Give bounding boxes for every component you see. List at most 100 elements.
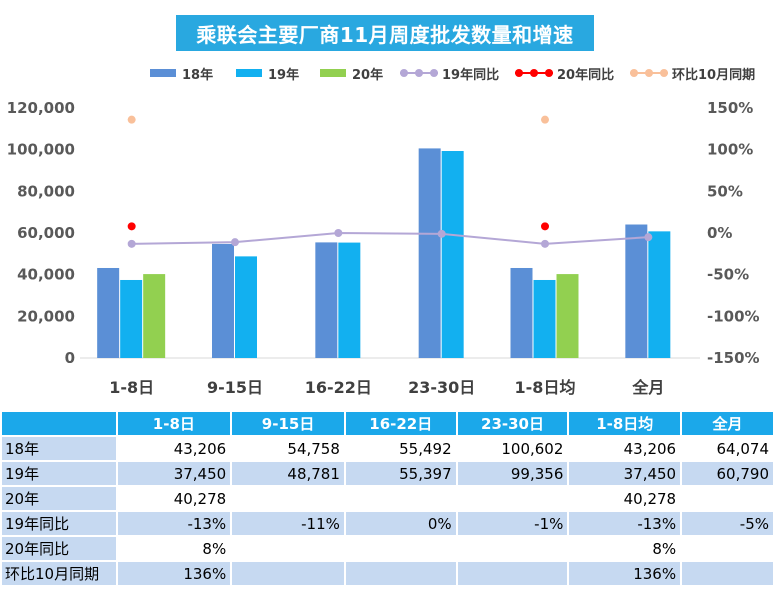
x-tick-label: 16-22日: [305, 378, 372, 397]
table-cell: [343, 535, 458, 562]
table-cell: 0%: [343, 510, 458, 537]
table-row-label: 19年同比: [0, 510, 118, 537]
table-cell: 64,074: [680, 435, 775, 462]
table-cell: [343, 485, 458, 512]
table-cell: -11%: [230, 510, 346, 537]
legend-item: 20年: [320, 62, 383, 84]
line-point: [644, 233, 653, 242]
legend-swatch: [320, 69, 346, 77]
legend-item: 19年同比: [400, 62, 499, 84]
table-cell: 55,492: [343, 435, 458, 462]
y-right-tick-label: 100%: [707, 141, 753, 159]
table-cell: 40,278: [115, 485, 233, 512]
y-left-tick-label: 80,000: [17, 182, 75, 200]
table-cell: [680, 535, 775, 562]
table-cell: 99,356: [455, 460, 570, 487]
bar: [235, 256, 257, 358]
table-cell: -13%: [115, 510, 233, 537]
table-cell: 55,397: [343, 460, 458, 487]
table-header-cell: 9-15日: [230, 410, 346, 437]
y-right-tick-label: -50%: [707, 266, 749, 284]
y-right-tick-label: 150%: [707, 99, 753, 117]
chart-area: 0 20,000 40,000 60,000 80,000 100,000 120,000 -…: [0, 15, 775, 397]
legend-swatch: [236, 69, 262, 77]
table-row: 18年 43,206 54,758 55,492 100,602 43,206 …: [0, 435, 775, 462]
table-cell: -13%: [567, 510, 683, 537]
x-tick-label: 全月: [631, 378, 664, 397]
table-cell: [455, 560, 570, 587]
table-row: 19年 37,450 48,781 55,397 99,356 37,450 6…: [0, 460, 775, 487]
bar: [510, 267, 533, 358]
table-cell: [455, 485, 570, 512]
legend-swatch: [150, 69, 176, 77]
y-right-tick-label: -100%: [707, 307, 760, 325]
table-header-cell: 全月: [680, 410, 775, 437]
x-tick-label: 23-30日: [408, 378, 475, 397]
line-point: [334, 229, 343, 237]
scatter-point: [127, 115, 136, 124]
legend-item: 环比10月同期: [630, 62, 755, 84]
table-corner-cell: [0, 410, 118, 437]
y-right-tick-label: 50%: [707, 182, 743, 200]
table-cell: 8%: [115, 535, 233, 562]
legend-item: 20年同比: [515, 62, 614, 84]
bar: [120, 279, 143, 358]
bar: [212, 243, 234, 358]
table-cell: 136%: [115, 560, 233, 587]
table-row: 20年 40,278 40,278: [0, 485, 775, 512]
table-cell: -1%: [455, 510, 570, 537]
table-cell: [680, 485, 775, 512]
table-row-label: 19年: [0, 460, 118, 487]
x-tick-label: 9-15日: [207, 378, 263, 397]
bar: [441, 151, 464, 358]
table-cell: [455, 535, 570, 562]
table-header-cell: 23-30日: [455, 410, 570, 437]
line-point: [437, 229, 446, 238]
scatter-point: [541, 222, 549, 231]
bar: [533, 279, 556, 358]
table-cell: -5%: [680, 510, 775, 537]
bar: [315, 242, 338, 358]
y-left-tick-label: 100,000: [7, 141, 75, 159]
y-right-tick-label: 0%: [707, 224, 732, 242]
table-row-label: 环比10月同期: [0, 560, 118, 587]
legend-marker: [630, 68, 668, 78]
chart-title: 乘联会主要厂商11月周度批发数量和增速: [176, 15, 594, 51]
table-cell: 40,278: [567, 485, 683, 512]
table-row-label: 18年: [0, 435, 118, 462]
legend-label: 19年: [268, 67, 300, 83]
chart-plot: 0 20,000 40,000 60,000 80,000 100,000 120,000 -…: [7, 99, 760, 397]
table-cell: [230, 535, 346, 562]
legend-marker: [400, 68, 438, 78]
table-row-label: 20年: [0, 485, 118, 512]
table-cell: 100,602: [455, 435, 570, 462]
line-point: [231, 238, 239, 247]
table-cell: 43,206: [115, 435, 233, 462]
table-cell: 43,206: [567, 435, 683, 462]
table-row: 环比10月同期 136% 136%: [0, 560, 775, 587]
table-cell: 60,790: [680, 460, 775, 487]
y-left-tick-label: 60,000: [17, 224, 75, 242]
legend-label: 20年: [352, 67, 384, 83]
bar: [556, 274, 579, 358]
bar: [648, 231, 671, 358]
table-cell: [680, 560, 775, 587]
table-header-cell: 16-22日: [343, 410, 458, 437]
x-tick-label: 1-8日均: [515, 378, 576, 397]
bar: [97, 267, 120, 358]
line-point: [127, 239, 136, 248]
bar: [625, 224, 648, 358]
series-line: [131, 231, 649, 245]
data-table: 1-8日 9-15日 16-22日 23-30日 1-8日均 全月 18年 43…: [0, 410, 775, 587]
bar: [338, 242, 361, 358]
table-cell: 37,450: [115, 460, 233, 487]
table-header-cell: 1-8日: [115, 410, 233, 437]
table-row: 20年同比 8% 8%: [0, 535, 775, 562]
y-left-tick-label: 0: [65, 349, 75, 367]
table-cell: 54,758: [230, 435, 346, 462]
chart-legend: 18年 19年 20年 19年同比 20年同比 环比10月同期: [0, 62, 775, 84]
table-cell: 48,781: [230, 460, 346, 487]
legend-label: 18年: [182, 67, 214, 83]
y-left-tick-label: 120,000: [7, 99, 75, 117]
table-cell: [230, 560, 346, 587]
